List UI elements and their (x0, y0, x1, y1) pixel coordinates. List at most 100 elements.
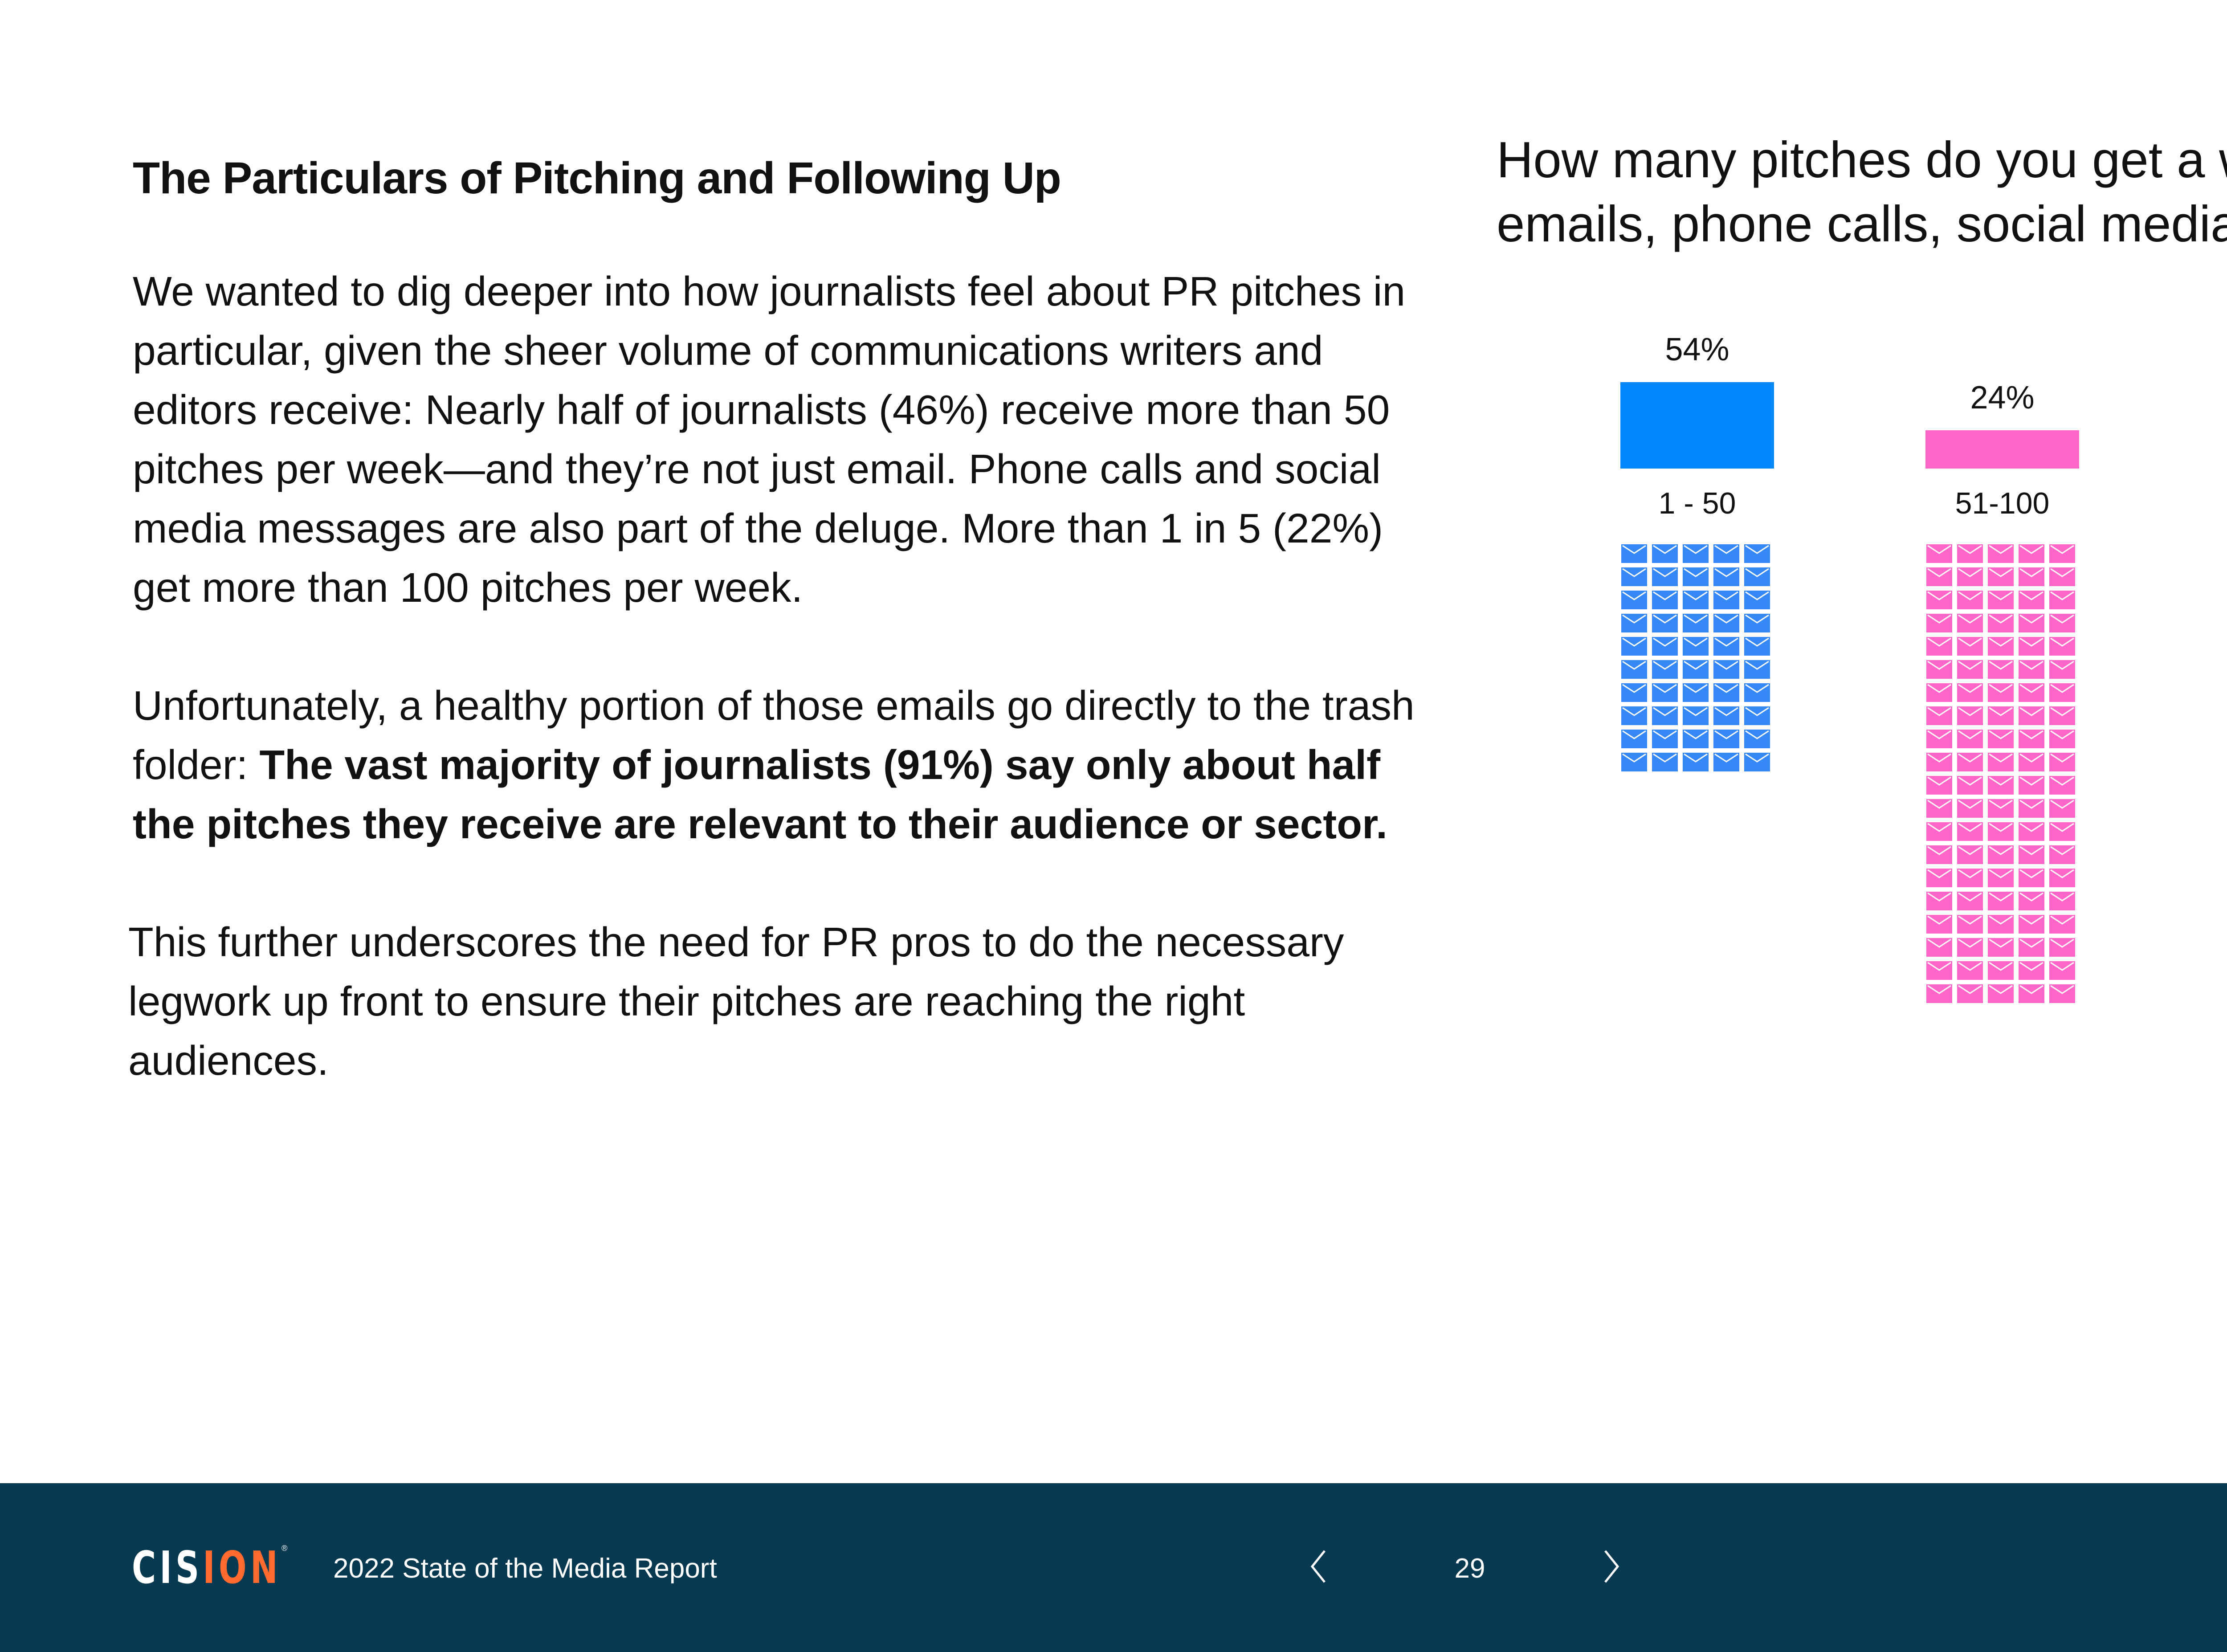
envelope-icon (1652, 706, 1678, 725)
category-label: 51-100 (1955, 486, 2050, 520)
paragraph-legwork: This further underscores the need for PR… (128, 919, 1344, 1084)
envelope-icon (1744, 544, 1770, 563)
envelope-icon (1621, 591, 1647, 609)
envelope-icon (1713, 753, 1739, 771)
registered-mark-icon: ® (281, 1544, 288, 1553)
envelope-icon (1988, 845, 2014, 864)
envelope-icon (1744, 706, 1770, 725)
envelope-icon (1957, 869, 1983, 887)
envelope-icon (1926, 730, 1952, 748)
envelope-icon (1957, 730, 1983, 748)
envelope-icon (1957, 614, 1983, 632)
envelope-icon (1926, 660, 1952, 679)
envelope-icon (1621, 567, 1647, 586)
envelope-icon (1988, 683, 2014, 702)
envelope-icon (2019, 869, 2044, 887)
envelope-icon (1957, 660, 1983, 679)
logo-text-main: CIS (132, 1542, 203, 1594)
paragraph-relevance-bold: The vast majority of journalists (91%) s… (133, 742, 1387, 847)
envelope-icon (1652, 730, 1678, 748)
envelope-icon (1683, 591, 1709, 609)
envelope-icon (1988, 822, 2014, 841)
envelope-icon (1957, 753, 1983, 771)
chevron-right-icon (1604, 1550, 1619, 1583)
envelope-icon (1988, 984, 2014, 1003)
envelope-icon (1683, 544, 1709, 563)
envelope-icon (1926, 683, 1952, 702)
envelope-icon (1652, 637, 1678, 656)
envelope-icon (1926, 915, 1952, 934)
envelope-icon (1957, 845, 1983, 864)
envelope-icon (2049, 730, 2075, 748)
envelope-icon (1744, 730, 1770, 748)
envelope-icon (2049, 683, 2075, 702)
envelope-icon (1957, 567, 1983, 586)
envelope-icon (2049, 544, 2075, 563)
envelope-icon (1988, 892, 2014, 910)
envelope-icon (1957, 915, 1983, 934)
envelope-icon (1926, 753, 1952, 771)
envelope-icon (1926, 776, 1952, 795)
envelope-icon (1988, 799, 2014, 818)
envelope-icon (2019, 984, 2044, 1003)
envelope-icon (1957, 706, 1983, 725)
envelope-icon (2049, 822, 2075, 841)
envelope-icon (1621, 730, 1647, 748)
envelope-icon (1988, 961, 2014, 980)
envelope-icon (1988, 614, 2014, 632)
envelope-icon (2019, 544, 2044, 563)
envelope-icon (1621, 660, 1647, 679)
envelope-icon (1683, 614, 1709, 632)
envelope-icon (1988, 869, 2014, 887)
paragraph-relevance-plain: Unfortunately, a healthy portion of thos… (133, 682, 1415, 788)
next-page-button[interactable] (1603, 1549, 1620, 1584)
envelope-icon (1926, 614, 1952, 632)
envelope-icon (1988, 591, 2014, 609)
envelope-icon (2049, 776, 2075, 795)
paragraph-relevance: Unfortunately, a healthy portion of thos… (133, 676, 1447, 854)
envelope-icon (1652, 614, 1678, 632)
envelope-icon (1926, 938, 1952, 957)
envelope-icon (1744, 591, 1770, 609)
envelope-icon (1957, 938, 1983, 957)
paragraph-volume: We wanted to dig deeper into how journal… (133, 268, 1406, 611)
envelope-icon (2049, 799, 2075, 818)
envelope-icon (1744, 683, 1770, 702)
envelope-icon (1621, 637, 1647, 656)
envelope-icon (1957, 822, 1983, 841)
envelope-icon (1683, 567, 1709, 586)
envelope-icon (2019, 776, 2044, 795)
envelope-icon (1957, 591, 1983, 609)
envelope-icon (1957, 961, 1983, 980)
envelope-icon (2019, 637, 2044, 656)
page-number: 29 (1454, 1553, 1485, 1584)
envelope-icon (1744, 614, 1770, 632)
envelope-icon (1713, 706, 1739, 725)
envelope-icon (1744, 567, 1770, 586)
envelope-icon (1744, 660, 1770, 679)
envelope-icon (1652, 660, 1678, 679)
envelope-icon (1988, 660, 2014, 679)
envelope-icon (1621, 544, 1647, 563)
envelope-icon (1926, 706, 1952, 725)
envelope-icon (1713, 567, 1739, 586)
logo-text-accent: ION (203, 1542, 281, 1594)
envelope-icon (1926, 984, 1952, 1003)
envelope-icon (1926, 845, 1952, 864)
envelope-icon (1713, 591, 1739, 609)
envelope-icon (2019, 706, 2044, 725)
envelope-icon (1957, 637, 1983, 656)
previous-page-button[interactable] (1309, 1549, 1327, 1584)
envelope-icon (2019, 822, 2044, 841)
envelope-icon (1988, 544, 2014, 563)
envelope-icon (1926, 869, 1952, 887)
envelope-icon (2019, 683, 2044, 702)
envelope-icon (2019, 730, 2044, 748)
category-label: 1 - 50 (1658, 486, 1736, 520)
envelope-icon (1621, 706, 1647, 725)
envelope-icon (2019, 591, 2044, 609)
envelope-icon (1713, 683, 1739, 702)
envelope-icon (1683, 753, 1709, 771)
envelope-icon (1652, 683, 1678, 702)
envelope-icon (1988, 637, 2014, 656)
